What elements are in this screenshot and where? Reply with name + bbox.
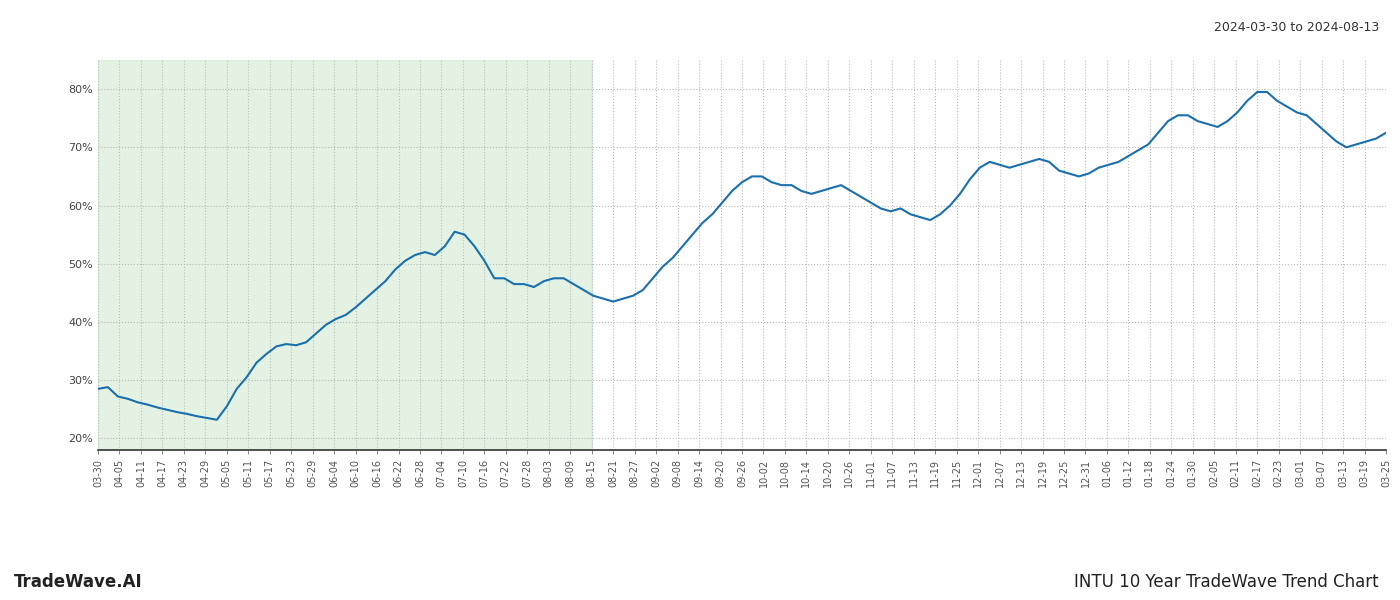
Text: 2024-03-30 to 2024-08-13: 2024-03-30 to 2024-08-13 — [1214, 21, 1379, 34]
Text: INTU 10 Year TradeWave Trend Chart: INTU 10 Year TradeWave Trend Chart — [1074, 573, 1379, 591]
Bar — [98, 60, 592, 450]
Text: TradeWave.AI: TradeWave.AI — [14, 573, 143, 591]
